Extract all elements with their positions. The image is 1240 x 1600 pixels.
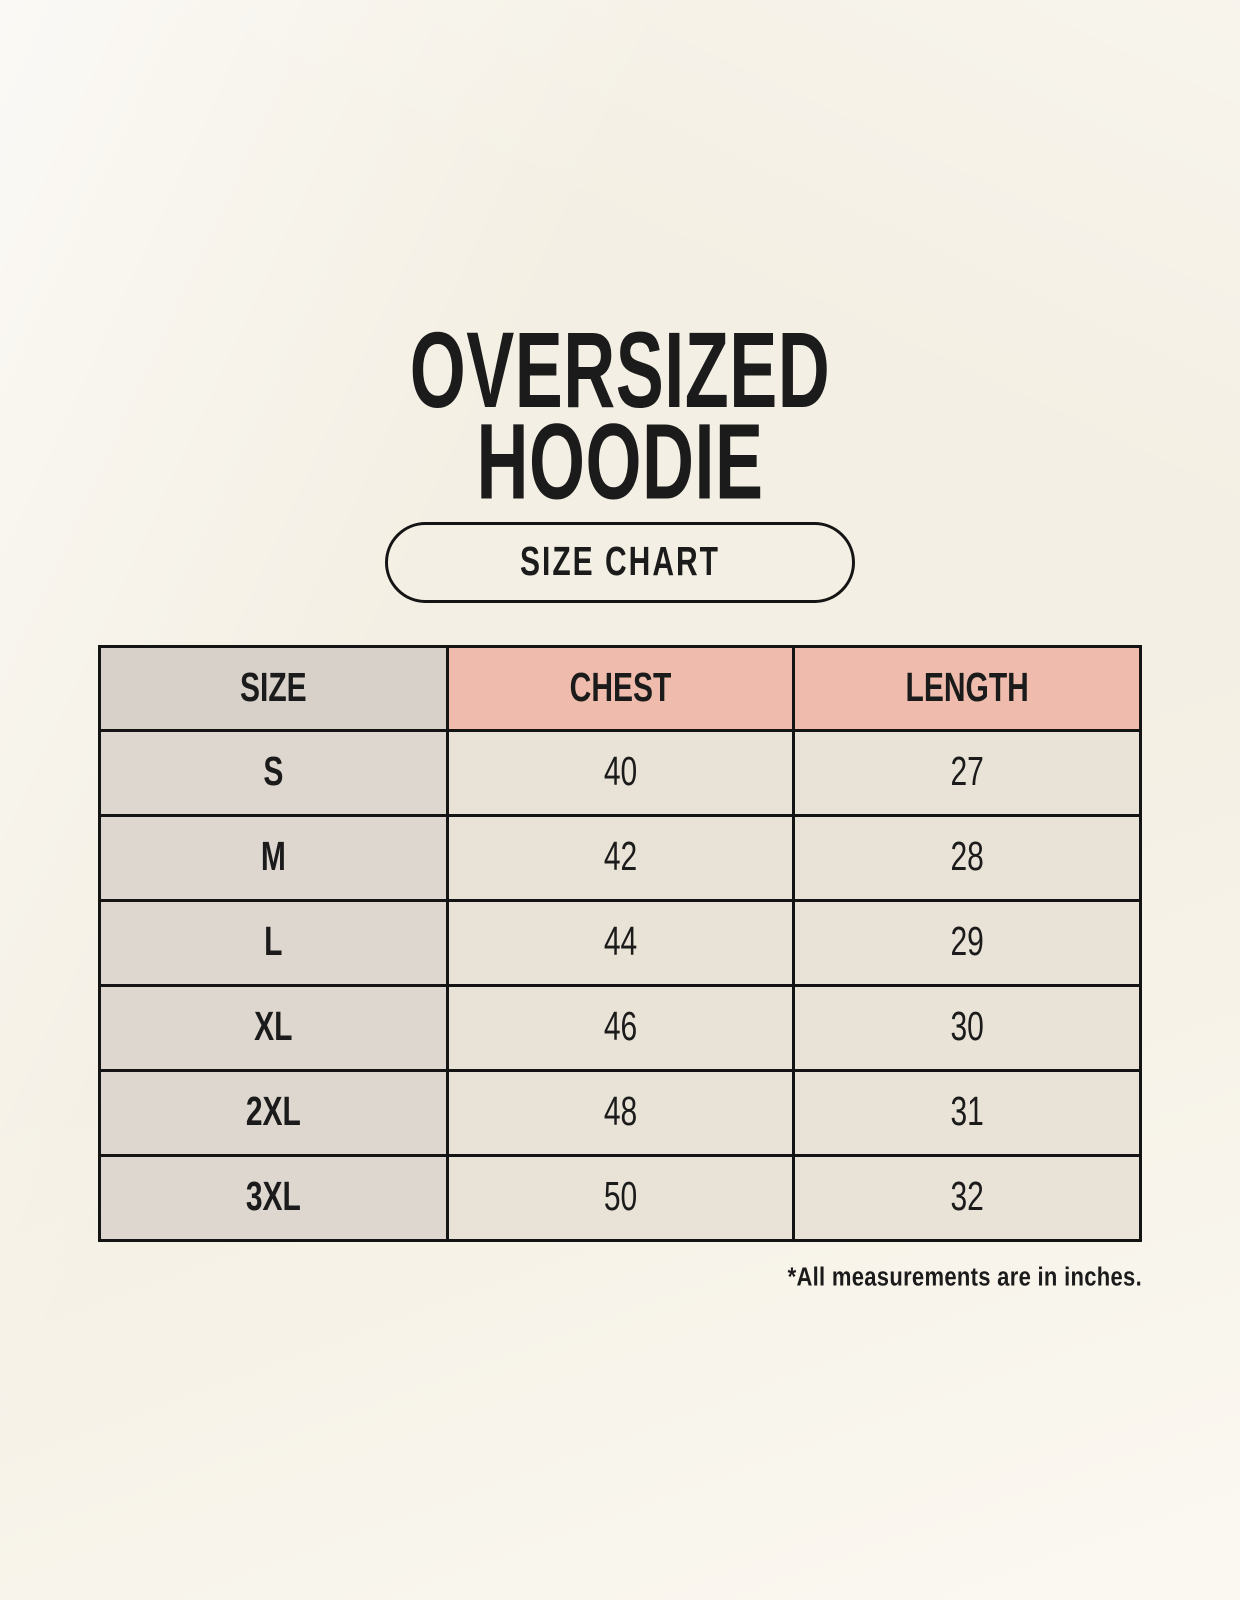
- length-cell: 28: [792, 814, 1142, 902]
- chest-cell: 46: [445, 984, 796, 1072]
- size-cell: 2XL: [98, 1069, 449, 1157]
- chest-cell: 50: [445, 1154, 796, 1242]
- table-row: 2XL 48 31: [98, 1069, 1142, 1157]
- size-cell: L: [98, 899, 449, 987]
- length-cell: 31: [792, 1069, 1142, 1157]
- size-chart-table: SIZE CHEST LENGTH S 40 27 M 42 28 L 44 29 XL 46 30 2…: [98, 645, 1142, 1242]
- size-cell: XL: [98, 984, 449, 1072]
- length-cell: 32: [792, 1154, 1142, 1242]
- table-row: 3XL 50 32: [98, 1154, 1142, 1242]
- size-cell: 3XL: [98, 1154, 449, 1242]
- table-row: L 44 29: [98, 899, 1142, 987]
- chest-cell: 42: [445, 814, 796, 902]
- table-row: XL 46 30: [98, 984, 1142, 1072]
- length-cell: 29: [792, 899, 1142, 987]
- title-line-2: HOODIE: [476, 402, 764, 523]
- chest-cell: 48: [445, 1069, 796, 1157]
- title-line-1: OVERSIZED: [409, 311, 831, 431]
- column-header-chest: CHEST: [445, 645, 796, 732]
- page-title: OVERSIZED HOODIE: [0, 311, 1240, 523]
- chest-cell: 40: [445, 729, 796, 817]
- footnote: *All measurements are in inches.: [98, 1261, 1142, 1292]
- table-header-row: SIZE CHEST LENGTH: [98, 645, 1142, 732]
- table-row: S 40 27: [98, 729, 1142, 817]
- length-cell: 27: [792, 729, 1142, 817]
- footnote-text: *All measurements are in inches.: [787, 1261, 1142, 1292]
- size-cell: M: [98, 814, 449, 902]
- size-chart-button[interactable]: SIZE CHART: [385, 522, 855, 603]
- column-header-size: SIZE: [98, 645, 449, 732]
- chest-cell: 44: [445, 899, 796, 987]
- size-cell: S: [98, 729, 449, 817]
- table-row: M 42 28: [98, 814, 1142, 902]
- size-chart-button-label: SIZE CHART: [520, 539, 720, 585]
- length-cell: 30: [792, 984, 1142, 1072]
- column-header-length: LENGTH: [792, 645, 1142, 732]
